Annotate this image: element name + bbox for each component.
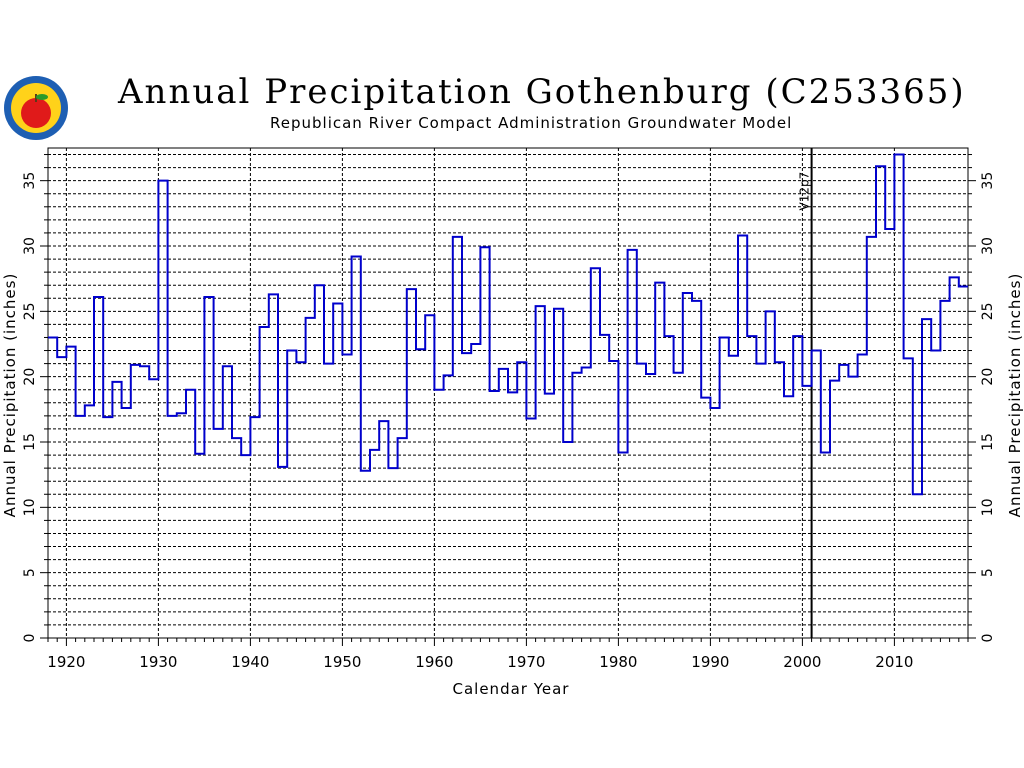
- version-annotation: V12p7: [798, 172, 812, 211]
- x-tick-label: 1970: [507, 653, 545, 671]
- chart-title: Annual Precipitation Gothenburg (C253365…: [118, 72, 966, 112]
- axes: 0 0 5 5 10 10 15 15 20 20 25 25 30 30 35 35 1920 1930 1940…: [22, 147, 996, 671]
- series: [48, 153, 968, 496]
- y-tick-label-left: 25: [22, 302, 38, 320]
- x-tick-label: 1960: [415, 653, 453, 671]
- x-tick-label: 1990: [691, 653, 729, 671]
- x-tick-label: 1940: [231, 653, 269, 671]
- x-tick-label: 1980: [599, 653, 637, 671]
- y-tick-label-right: 15: [980, 433, 996, 451]
- chart-subtitle: Republican River Compact Administration …: [270, 114, 793, 132]
- y-tick-label-left: 15: [22, 433, 38, 451]
- y-tick-label-left: 10: [22, 498, 38, 516]
- logo-apple: [21, 98, 51, 128]
- y-axis-label-left: Annual Precipitation (inches): [1, 273, 19, 518]
- y-tick-label-right: 0: [980, 634, 996, 643]
- labels: Calendar Year Annual Precipitation (inch…: [1, 172, 1024, 698]
- y-tick-label-left: 5: [22, 568, 38, 577]
- agency-logo: [2, 74, 70, 142]
- y-tick-label-left: 30: [22, 237, 38, 255]
- y-tick-label-left: 0: [22, 634, 38, 643]
- x-tick-label: 1950: [323, 653, 361, 671]
- x-tick-label: 1930: [139, 653, 177, 671]
- x-tick-label: 2000: [783, 653, 821, 671]
- x-axis-label: Calendar Year: [453, 680, 570, 698]
- y-tick-label-right: 20: [980, 368, 996, 386]
- y-tick-label-right: 25: [980, 302, 996, 320]
- x-tick-label: 2010: [875, 653, 913, 671]
- y-tick-label-left: 20: [22, 368, 38, 386]
- precipitation-step-line: [48, 153, 968, 496]
- y-tick-label-right: 5: [980, 568, 996, 577]
- y-tick-label-right: 10: [980, 498, 996, 516]
- y-tick-label-left: 35: [22, 172, 38, 190]
- logo-stem: [35, 94, 37, 102]
- x-tick-label: 1920: [47, 653, 85, 671]
- logo-leaf: [36, 94, 48, 100]
- y-axis-label-right: Annual Precipitation (inches): [1006, 273, 1024, 518]
- y-tick-label-right: 35: [980, 172, 996, 190]
- y-tick-label-right: 30: [980, 237, 996, 255]
